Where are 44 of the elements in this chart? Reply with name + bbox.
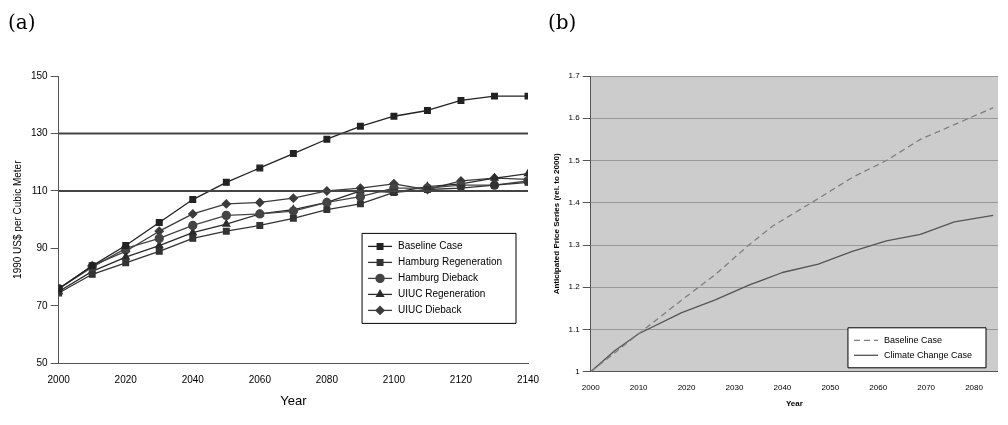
- y-tick-label: 70: [36, 299, 49, 311]
- y-tick-label: 90: [36, 242, 49, 254]
- x-axis-title: Year: [280, 392, 308, 408]
- y-tick-label: 1: [575, 367, 581, 376]
- x-tick-label: 2000: [47, 374, 71, 386]
- x-tick-label: 2120: [449, 374, 473, 386]
- legend-label: Baseline Case: [398, 240, 463, 252]
- chart-title: (a): [8, 10, 36, 35]
- y-tick-label: 1.7: [568, 71, 581, 81]
- y-tick-label: 50: [36, 357, 49, 369]
- x-tick-label: 2010: [629, 382, 649, 392]
- y-tick-label: 1.5: [568, 155, 581, 165]
- x-tick-label: 2020: [677, 382, 696, 392]
- y-tick-label: 1.1: [568, 324, 581, 334]
- legend-label: Hamburg Dieback: [398, 272, 480, 284]
- y-axis-title: 1990 US$ per Cubic Meter: [11, 159, 23, 279]
- x-tick-label: 2140: [516, 374, 540, 386]
- y-tick-label: 150: [31, 69, 49, 81]
- y-tick-label: 1.6: [568, 113, 581, 123]
- x-tick-label: 2030: [725, 382, 744, 392]
- chart-title: (b): [548, 10, 577, 35]
- legend-label: Baseline Case: [883, 334, 942, 345]
- legend-label: UIUC Dieback: [398, 304, 463, 316]
- y-tick-label: 130: [31, 127, 49, 139]
- x-tick-label: 2080: [315, 374, 339, 386]
- x-tick-label: 2070: [917, 382, 936, 392]
- x-tick-label: 2050: [821, 382, 840, 392]
- x-tick-label: 2040: [773, 382, 792, 392]
- x-tick-label: 2100: [382, 374, 406, 386]
- y-tick-label: 1.4: [568, 197, 581, 207]
- x-tick-label: 2000: [581, 382, 601, 392]
- x-tick-label: 2060: [248, 374, 272, 386]
- y-tick-label: 1.3: [568, 240, 581, 250]
- x-axis-title: Year: [785, 399, 803, 409]
- y-tick-label: 1.2: [568, 282, 581, 292]
- x-tick-label: 2020: [114, 374, 138, 386]
- x-tick-label: 2080: [965, 382, 984, 392]
- x-tick-label: 2060: [869, 382, 888, 392]
- x-tick-label: 2040: [181, 374, 205, 386]
- legend-label: Climate Change Case: [883, 349, 972, 360]
- y-tick-label: 110: [31, 184, 49, 196]
- y-axis-title: Anticipated Price Series (rel. to 2000): [552, 153, 561, 295]
- legend-label: UIUC Regeneration: [398, 288, 486, 300]
- legend-label: Hamburg Regeneration: [398, 256, 502, 268]
